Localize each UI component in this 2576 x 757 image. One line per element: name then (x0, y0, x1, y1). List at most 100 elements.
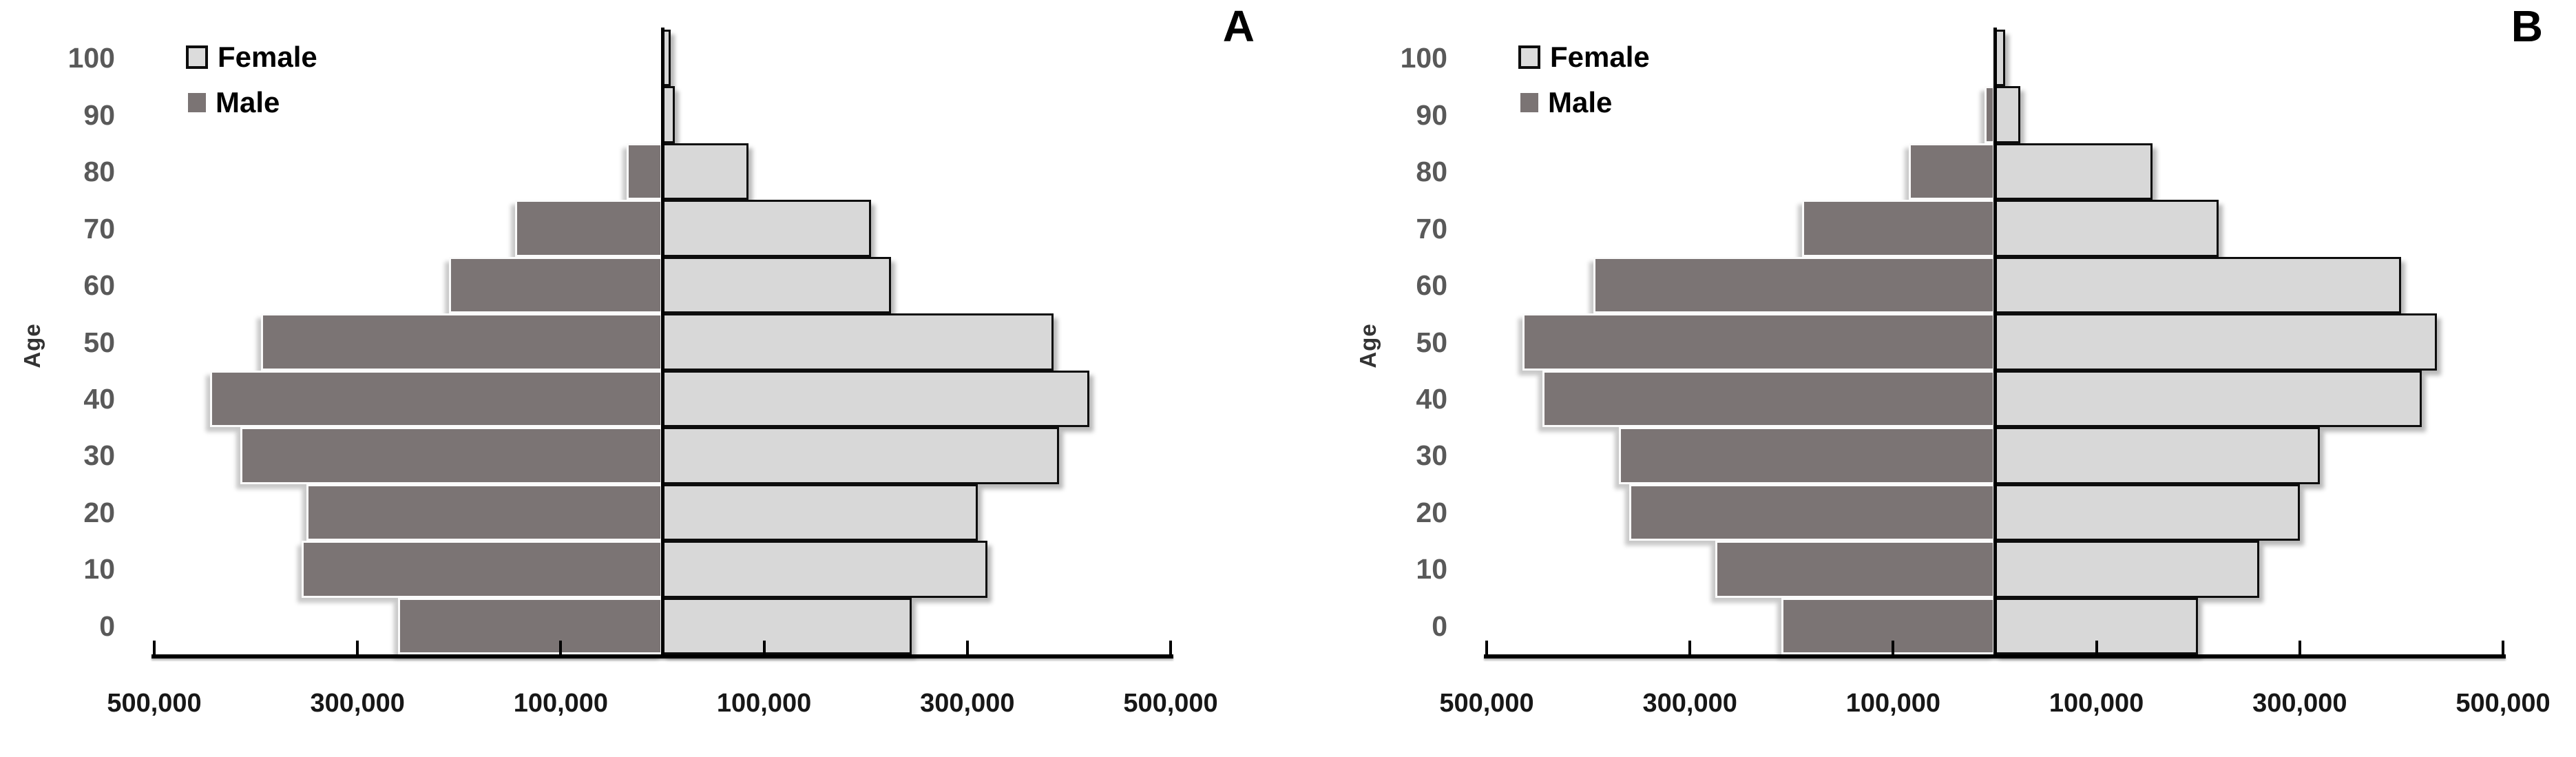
bar-female-age-10 (662, 541, 988, 598)
bar-male-age-60 (1593, 256, 1995, 314)
bar-male-age-50 (260, 313, 662, 371)
panel-a: A Age Female Male 100 90 80 70 60 50 40 30 20 10 0… (19, 4, 1255, 718)
y-tick-label-60: 60 (83, 269, 115, 302)
x-tick-label: 100,000 (1845, 689, 1941, 718)
bar-female-age-40 (1995, 370, 2422, 428)
x-axis-tick (559, 641, 563, 657)
x-axis-tick (2095, 641, 2098, 657)
y-tick-label-50: 50 (83, 326, 115, 358)
bar-male-age-60 (449, 256, 662, 314)
x-axis-tick (762, 641, 766, 657)
bar-female-age-30 (1995, 427, 2321, 484)
x-tick-label: 500,000 (1123, 689, 1218, 718)
female-swatch-icon (1518, 45, 1540, 69)
bar-male-age-40 (1542, 370, 1995, 428)
x-axis-tick (1688, 641, 1692, 657)
bar-male-age-0 (1781, 597, 1995, 654)
y-tick-label-40: 40 (1416, 382, 1447, 415)
bar-female-age-90 (1995, 86, 2020, 143)
x-axis-tick (1485, 641, 1488, 657)
y-tick-label-20: 20 (83, 496, 115, 528)
bar-female-age-20 (1995, 484, 2300, 541)
legend-label-male: Male (1548, 86, 1613, 118)
bar-female-age-40 (662, 370, 1089, 428)
y-tick-label-0: 0 (99, 610, 115, 642)
bar-female-age-70 (1995, 200, 2219, 257)
legend-label-male: Male (216, 86, 280, 118)
x-axis-tick (965, 641, 969, 657)
bar-female-age-30 (662, 427, 1059, 484)
center-axis-line (1993, 28, 1997, 656)
bar-female-age-60 (662, 256, 892, 314)
legend: Female Male (1518, 43, 1650, 134)
x-axis-tick (356, 641, 359, 657)
y-tick-label-70: 70 (1416, 212, 1447, 245)
x-axis-tick (1169, 641, 1172, 657)
x-tick-label: 100,000 (513, 689, 609, 718)
bar-male-age-0 (398, 597, 662, 654)
y-tick-label-100: 100 (67, 42, 115, 74)
y-tick-label-50: 50 (1416, 326, 1447, 358)
x-tick-label: 300,000 (2252, 689, 2347, 718)
x-axis-tick (1892, 641, 1895, 657)
bar-male-age-20 (306, 484, 662, 541)
y-tick-label-80: 80 (1416, 156, 1447, 188)
legend-label-female: Female (1550, 41, 1650, 73)
legend-item-male: Male (1518, 88, 1650, 117)
bar-male-age-40 (210, 370, 662, 428)
x-tick-label: 300,000 (310, 689, 405, 718)
x-tick-label: 500,000 (107, 689, 202, 718)
x-tick-label: 300,000 (920, 689, 1015, 718)
center-axis-line (661, 28, 664, 656)
bar-male-age-10 (1715, 541, 1995, 598)
x-axis-tick (153, 641, 156, 657)
x-tick-label: 300,000 (1642, 689, 1737, 718)
legend-item-female: Female (186, 43, 317, 72)
y-tick-label-90: 90 (83, 98, 115, 131)
bar-male-age-10 (302, 541, 662, 598)
x-tick-label: 100,000 (2049, 689, 2144, 718)
legend-item-female: Female (1518, 43, 1650, 72)
y-tick-label-40: 40 (83, 382, 115, 415)
y-tick-label-10: 10 (83, 553, 115, 585)
bar-female-age-80 (1995, 143, 2153, 200)
female-swatch-icon (186, 45, 208, 69)
male-swatch-icon (1520, 93, 1538, 112)
bar-male-age-50 (1522, 313, 1995, 371)
y-tick-label-80: 80 (83, 156, 115, 188)
bar-female-age-10 (1995, 541, 2259, 598)
y-tick-label-60: 60 (1416, 269, 1447, 302)
x-axis-tick (2502, 641, 2504, 657)
y-tick-label-100: 100 (1400, 42, 1447, 74)
bar-male-age-80 (1908, 143, 1995, 200)
x-tick-label: 500,000 (2455, 689, 2551, 718)
bar-male-age-70 (514, 200, 662, 257)
x-axis-tick (2298, 641, 2301, 657)
bar-female-age-50 (662, 313, 1054, 371)
bar-male-age-30 (1618, 427, 1995, 484)
bar-female-age-70 (662, 200, 871, 257)
bar-female-age-80 (662, 143, 749, 200)
bar-female-age-0 (662, 597, 912, 654)
y-tick-label-30: 30 (83, 439, 115, 472)
panel-b-letter: B (2511, 1, 2543, 51)
bar-female-age-20 (662, 484, 978, 541)
x-tick-label: 100,000 (716, 689, 812, 718)
y-tick-label-90: 90 (1416, 98, 1447, 131)
bar-male-age-20 (1629, 484, 1995, 541)
y-tick-label-20: 20 (1416, 496, 1447, 528)
bar-female-age-50 (1995, 313, 2438, 371)
legend-item-male: Male (186, 88, 317, 117)
legend: Female Male (186, 43, 317, 134)
bar-male-age-80 (627, 143, 662, 200)
y-tick-label-70: 70 (83, 212, 115, 245)
bar-female-age-60 (1995, 256, 2402, 314)
x-tick-label: 500,000 (1439, 689, 1534, 718)
bar-male-age-70 (1801, 200, 1995, 257)
panel-b: B Age Female Male 100 90 80 70 60 50 40 30 20 10 0… (1288, 0, 2576, 757)
y-tick-label-10: 10 (1416, 553, 1447, 585)
bar-male-age-30 (240, 427, 662, 484)
legend-label-female: Female (218, 41, 317, 73)
male-swatch-icon (188, 93, 206, 112)
